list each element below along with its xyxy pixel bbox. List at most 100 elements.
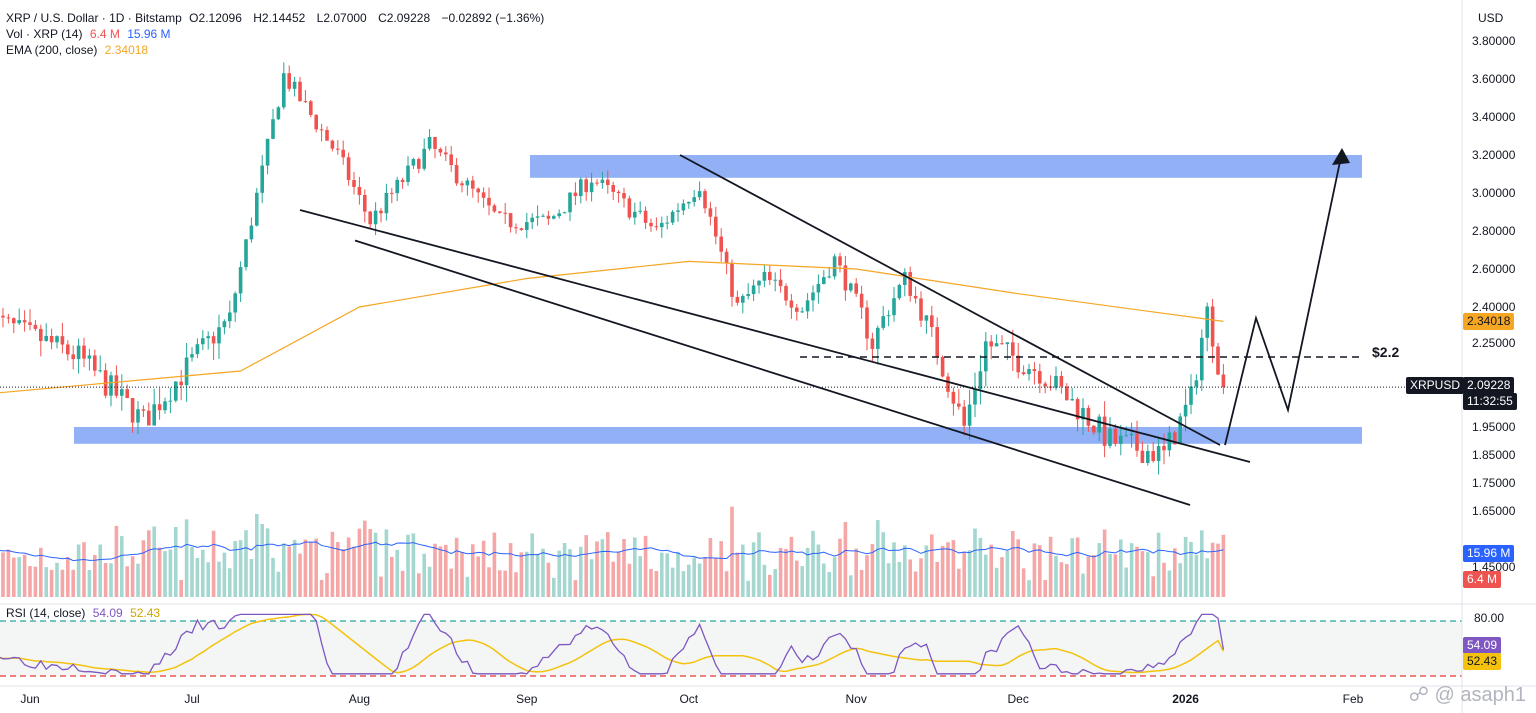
candle-body [244, 239, 248, 268]
volume-bar [487, 567, 491, 597]
candle-body [1129, 433, 1134, 436]
chart-header-line3: EMA (200, close) 2.34018 [6, 42, 152, 58]
candle-body [1027, 369, 1031, 375]
candle-body [649, 222, 653, 227]
candle-body [201, 338, 205, 345]
volume-bar [595, 541, 599, 597]
volume-bar [238, 540, 243, 597]
volume-bar [951, 540, 956, 597]
volume-bar [1070, 538, 1074, 597]
currency-label[interactable]: USD [1478, 11, 1504, 25]
volume-bar [622, 539, 626, 597]
candle-body [568, 192, 572, 213]
volume-bar [924, 545, 929, 597]
candle-body [492, 205, 497, 212]
candle-body [390, 192, 394, 194]
candle-body [811, 292, 815, 301]
candle-body [438, 148, 443, 153]
candle-body [1, 315, 5, 318]
time-axis[interactable]: Jun Jul Aug Sep Oct Nov Dec 2026 Feb [0, 685, 1536, 706]
volume-bar [660, 552, 664, 597]
volume-bar [789, 536, 794, 597]
candle-body [498, 211, 502, 213]
candle-body [1216, 346, 1220, 375]
vol-label: Vol · XRP (14) [6, 27, 83, 41]
candle-body [271, 119, 275, 139]
volume-bar [1021, 568, 1026, 597]
candle-body [1097, 416, 1101, 433]
candle-body [211, 336, 216, 344]
candle-body [346, 157, 351, 181]
candle-body [757, 280, 761, 286]
candle-body [703, 191, 707, 209]
candle-body [109, 375, 113, 396]
volume-bar [843, 522, 848, 597]
candle-body [800, 311, 804, 313]
volume-bar [638, 556, 642, 597]
volume-bar [627, 563, 632, 597]
volume-bar [643, 535, 648, 597]
candle-body [789, 300, 794, 308]
candle-body [622, 193, 626, 199]
volume-bar [141, 540, 146, 597]
watermark: ☍ @ asaph1 [1408, 684, 1526, 706]
high-number: 2.14452 [261, 11, 306, 25]
candle-body [530, 217, 534, 223]
candle-body [1016, 355, 1020, 373]
volume-bar [865, 555, 869, 597]
volume-bar [1221, 534, 1226, 597]
candle-body [600, 179, 605, 184]
candle-body [1221, 374, 1226, 388]
volume-ma-tag: 15.96 M [1463, 545, 1515, 562]
candle-body [168, 400, 173, 402]
volume-bar [967, 550, 972, 597]
candle-body [935, 327, 939, 357]
volume-bar [876, 520, 880, 597]
volume-bar [130, 556, 135, 597]
volume-bar [1205, 558, 1209, 597]
volume-bar [282, 543, 286, 597]
candle-body [665, 222, 669, 224]
candle-body [384, 192, 389, 214]
candle-body [28, 322, 32, 325]
volume-bar [1054, 555, 1058, 597]
zones-layer [74, 155, 1362, 444]
volume-bar [444, 544, 448, 597]
price-axis[interactable]: 1.45000 1.65000 1.75000 1.85000 1.95000 2.250… [1461, 0, 1516, 713]
price-tick-label: 3.40000 [1472, 110, 1516, 124]
candle-body [552, 216, 556, 219]
volume-bar [400, 570, 405, 597]
volume-bar [1156, 532, 1161, 597]
candle-body [82, 345, 86, 359]
volume-bar [757, 532, 761, 597]
candle-body [433, 137, 437, 149]
volume-bar [978, 537, 983, 597]
open-number: 2.12096 [198, 11, 242, 25]
volume-bar [1178, 563, 1182, 597]
candle-body [557, 213, 561, 217]
volume-bar [568, 549, 572, 597]
volume-bar [406, 534, 410, 597]
candle-body [341, 149, 345, 158]
candle-body [816, 283, 821, 293]
volume-bar [179, 579, 183, 597]
volume-bar [687, 564, 691, 597]
volume-bar [1043, 580, 1047, 597]
volume-bar [881, 532, 885, 597]
volume-bar [49, 569, 54, 597]
candle-body [562, 212, 567, 214]
wedge-lower-trendline [354, 239, 1191, 506]
candle-body [1005, 342, 1010, 345]
candle-body [152, 404, 156, 426]
volume-bar [1000, 557, 1004, 597]
high-value: H2.14452 [253, 11, 309, 25]
time-tick-label: Jun [20, 692, 39, 706]
volume-bar [498, 570, 502, 597]
resistance-zone [530, 155, 1362, 178]
volume-bar [1151, 576, 1155, 597]
candle-body [1108, 428, 1112, 446]
candle-body [611, 185, 615, 192]
volume-bar [735, 552, 740, 597]
volume-bar [1162, 562, 1166, 597]
